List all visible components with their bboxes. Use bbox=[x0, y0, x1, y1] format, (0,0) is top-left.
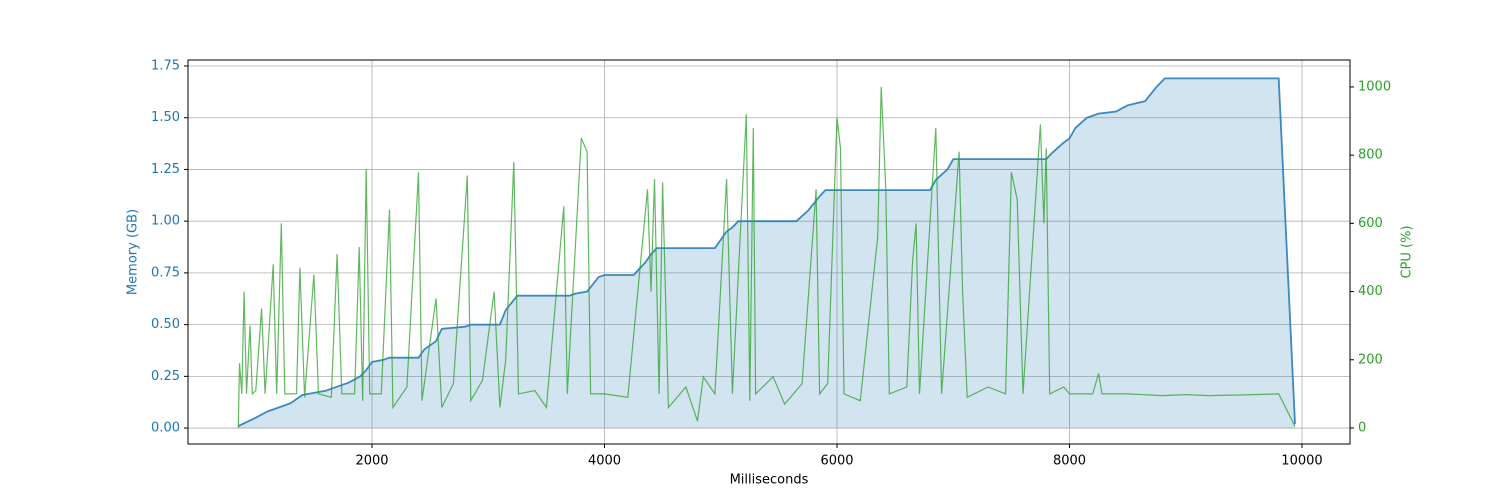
area bbox=[238, 78, 1295, 429]
y2-tick-label: 600 bbox=[1358, 216, 1383, 231]
y-tick-label: 1.25 bbox=[151, 162, 180, 177]
x-tick-label: 8000 bbox=[1053, 454, 1086, 469]
y2-axis-label: CPU (%) bbox=[1400, 225, 1415, 278]
plot-area bbox=[188, 60, 1350, 444]
y2-tick-label: 200 bbox=[1358, 352, 1383, 367]
y-tick-label: 1.50 bbox=[151, 110, 180, 125]
x-axis-label: Milliseconds bbox=[730, 473, 809, 488]
plot-frame bbox=[187, 59, 1351, 445]
y-tick-label: 0.75 bbox=[151, 265, 180, 280]
x-tick-label: 10000 bbox=[1281, 454, 1322, 469]
x-tick-label: 6000 bbox=[820, 454, 853, 469]
y2-tick-label: 800 bbox=[1358, 148, 1383, 163]
y2-tick-label: 400 bbox=[1358, 284, 1383, 299]
y-tick-label: 0.25 bbox=[151, 369, 180, 384]
y2-tick-label: 1000 bbox=[1358, 79, 1391, 94]
line bbox=[237, 77, 1296, 427]
y-tick-label: 1.00 bbox=[151, 214, 180, 229]
y-axis-label: Memory (GB) bbox=[126, 209, 141, 295]
line bbox=[237, 86, 1296, 429]
x-tick-label: 4000 bbox=[588, 454, 621, 469]
y-tick-label: 0.00 bbox=[151, 421, 180, 436]
y-tick-label: 1.75 bbox=[151, 59, 180, 74]
y2-tick-label: 0 bbox=[1358, 420, 1366, 435]
x-tick-label: 2000 bbox=[355, 454, 388, 469]
y-tick-label: 0.50 bbox=[151, 317, 180, 332]
